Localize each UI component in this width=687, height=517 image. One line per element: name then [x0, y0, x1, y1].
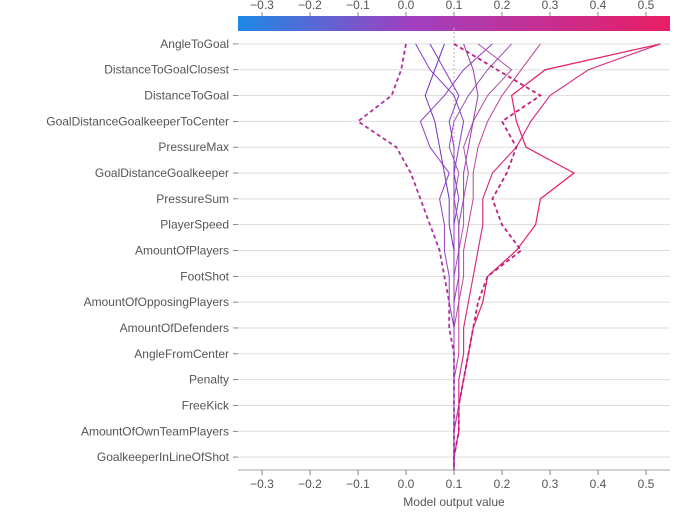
feature-label: AmountOfDefenders [120, 321, 229, 335]
series-line [454, 44, 540, 470]
x-tick-label: 0.2 [494, 477, 511, 491]
series-line [454, 44, 660, 470]
feature-label: PressureMax [158, 140, 229, 154]
x-tick-label: −0.2 [298, 477, 322, 491]
feature-label: AmountOfOpposingPlayers [84, 295, 229, 309]
top-tick-label: 0.4 [590, 0, 607, 12]
series-line [416, 44, 464, 470]
top-tick-label: 0.5 [638, 0, 655, 12]
top-tick-label: 0.1 [446, 0, 463, 12]
x-axis-label: Model output value [403, 495, 505, 509]
top-tick-label: 0.3 [542, 0, 559, 12]
feature-label: GoalkeeperInLineOfShot [97, 450, 230, 464]
top-tick-label: 0.0 [398, 0, 415, 12]
series-line [454, 44, 660, 470]
top-tick-label: −0.3 [250, 0, 274, 12]
top-tick-label: −0.2 [298, 0, 322, 12]
feature-label: DistanceToGoal [144, 89, 229, 103]
series-line [425, 44, 454, 470]
shap-decision-plot: −0.3 −0.2 −0.1 0.0 0.1 0.2 0.3 0.4 0.5 AngleToGoa… [0, 0, 687, 517]
x-tick-label: 0.1 [446, 477, 463, 491]
feature-label: GoalDistanceGoalkeeper [95, 166, 229, 180]
feature-label: AmountOfPlayers [135, 244, 229, 258]
x-tick-label: 0.0 [398, 477, 415, 491]
top-tick-label: 0.2 [494, 0, 511, 12]
x-tick-label: 0.3 [542, 477, 559, 491]
feature-label: FreeKick [182, 398, 230, 412]
series-line [430, 44, 459, 470]
top-tick-label: −0.1 [346, 0, 370, 12]
feature-label: PressureSum [156, 192, 229, 206]
x-tick-label: 0.5 [638, 477, 655, 491]
series-line [420, 44, 492, 470]
series-line [454, 44, 512, 470]
feature-label: GoalDistanceGoalkeeperToCenter [46, 114, 229, 128]
x-tick-label: −0.3 [250, 477, 274, 491]
feature-label: PlayerSpeed [160, 218, 229, 232]
feature-label: AmountOfOwnTeamPlayers [81, 424, 229, 438]
feature-label: AngleFromCenter [134, 347, 229, 361]
feature-label: DistanceToGoalClosest [104, 63, 229, 77]
feature-label: FootShot [180, 269, 229, 283]
x-tick-label: 0.4 [590, 477, 607, 491]
feature-label: Penalty [189, 373, 229, 387]
series-line [358, 44, 454, 470]
series-line [454, 44, 540, 470]
feature-label: AngleToGoal [160, 37, 229, 51]
x-tick-label: −0.1 [346, 477, 370, 491]
